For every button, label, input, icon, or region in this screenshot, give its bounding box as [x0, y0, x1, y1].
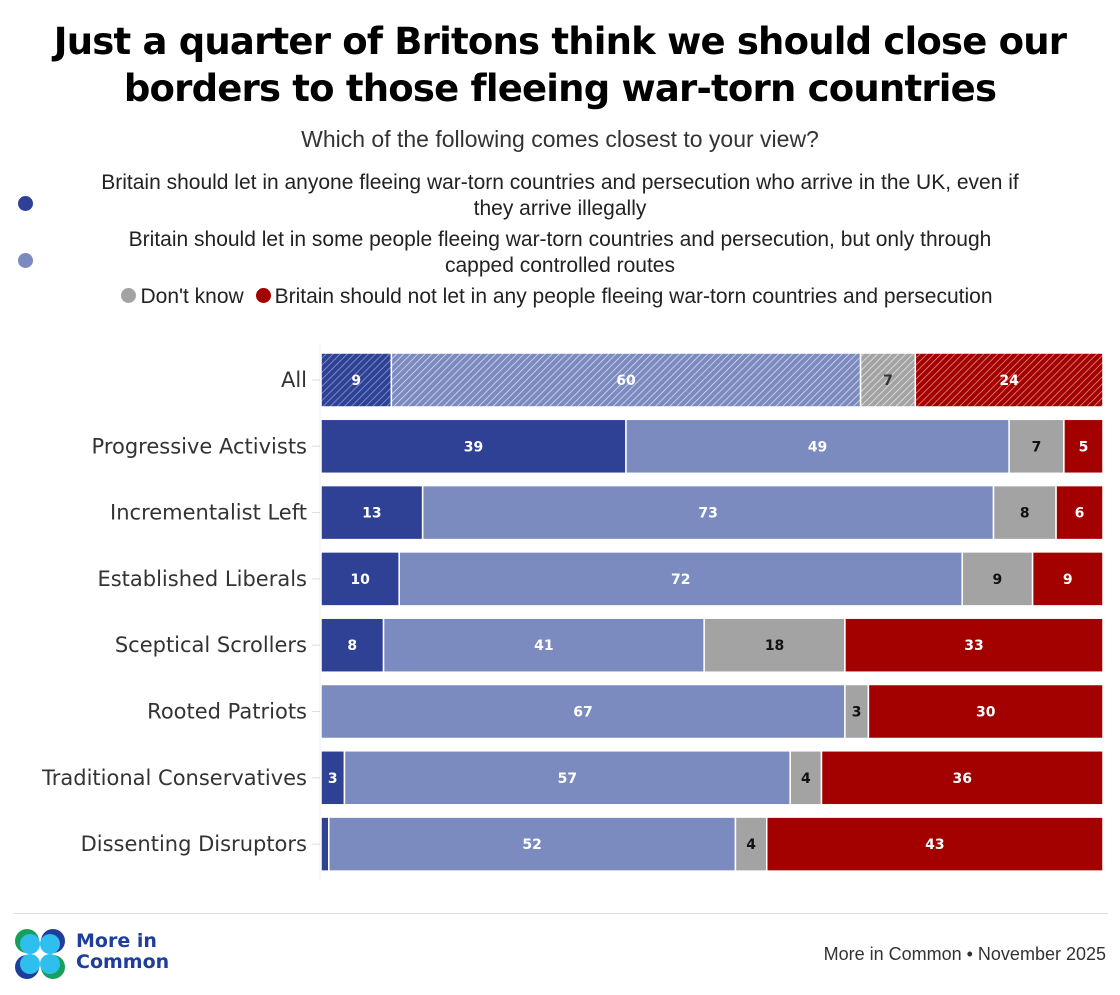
- bar-all-series-1: [390, 352, 862, 408]
- legend-inline-row: Don't know Britain should not let in any…: [10, 284, 1110, 310]
- legend-item-let-in-none: Britain should not let in any people fle…: [255, 285, 993, 308]
- data-label-traditional-conservatives-series-1: 57: [558, 771, 577, 787]
- bar-dissenting-disruptors-series-0: [320, 816, 330, 872]
- legend: Britain should let in anyone fleeing war…: [10, 170, 1110, 310]
- legend-item-let-in-anyone: Britain should let in anyone fleeing war…: [10, 170, 1110, 222]
- data-label-sceptical-scrollers-series-3: 33: [964, 638, 983, 654]
- logo-wordmark-line-1: More in: [76, 930, 157, 952]
- data-label-traditional-conservatives-series-0: 3: [328, 771, 338, 787]
- legend-label-let-in-none: Britain should not let in any people fle…: [274, 285, 993, 308]
- bar-established-liberals-series-3: [1031, 551, 1104, 607]
- data-label-sceptical-scrollers-series-1: 41: [534, 638, 553, 654]
- more-in-common-logo-icon: [15, 929, 65, 979]
- data-label-rooted-patriots-series-3: 30: [976, 705, 996, 721]
- bar-established-liberals-series-2: [961, 551, 1034, 607]
- category-label-incrementalist-left: Incrementalist Left: [110, 501, 307, 525]
- legend-label-capped-routes-line-1: Britain should let in some people fleein…: [128, 228, 992, 251]
- category-label-traditional-conservatives: Traditional Conservatives: [41, 766, 307, 790]
- title-line-2: borders to those fleeing war-torn countr…: [123, 67, 997, 110]
- bar-traditional-conservatives-series-1: [343, 750, 791, 806]
- data-label-established-liberals-series-3: 9: [1063, 572, 1073, 588]
- logo-wordmark: More in Common: [76, 931, 169, 973]
- data-label-established-liberals-series-0: 10: [350, 572, 370, 588]
- bar-sceptical-scrollers-series-1: [382, 617, 705, 673]
- category-label-established-liberals: Established Liberals: [97, 567, 307, 591]
- legend-label-dont-know: Don't know: [140, 285, 244, 308]
- bar-established-liberals-series-0: [320, 551, 400, 607]
- data-label-progressive-activists-series-1: 49: [808, 439, 827, 455]
- data-label-established-liberals-series-1: 72: [671, 572, 690, 588]
- source-credit: More in Common • November 2025: [823, 944, 1106, 964]
- legend-label-let-in-anyone-line-1: Britain should let in anyone fleeing war…: [101, 171, 1019, 194]
- bar-progressive-activists-series-3: [1063, 418, 1104, 475]
- bar-incrementalist-left-series-2: [992, 484, 1057, 541]
- legend-swatch-let-in-anyone: [18, 196, 33, 211]
- bar-dissenting-disruptors-series-2: [734, 816, 768, 872]
- bar-traditional-conservatives-series-3: [820, 750, 1104, 806]
- data-label-all-series-1: 60: [616, 373, 636, 389]
- category-label-sceptical-scrollers: Sceptical Scrollers: [115, 633, 307, 657]
- data-label-all-series-2: 7: [883, 373, 893, 389]
- legend-item-dont-know: Don't know: [121, 285, 249, 308]
- bar-progressive-activists-series-0: [320, 418, 627, 475]
- data-label-progressive-activists-series-0: 39: [464, 439, 483, 455]
- data-label-incrementalist-left-series-1: 73: [698, 506, 717, 522]
- bar-all-series-3: [914, 352, 1104, 408]
- category-label-dissenting-disruptors: Dissenting Disruptors: [81, 832, 307, 856]
- data-label-traditional-conservatives-series-2: 4: [801, 771, 811, 787]
- chart-subtitle: Which of the following comes closest to …: [301, 126, 819, 152]
- bar-incrementalist-left-series-3: [1055, 484, 1104, 541]
- bar-incrementalist-left-series-0: [320, 484, 424, 541]
- legend-swatch-let-in-none: [255, 287, 271, 303]
- logo-wordmark-line-2: Common: [76, 951, 170, 973]
- data-label-rooted-patriots-series-2: 3: [852, 705, 862, 721]
- data-label-established-liberals-series-2: 9: [993, 572, 1003, 588]
- chart-title: Just a quarter of Britons think we shoul…: [0, 18, 1120, 112]
- data-label-incrementalist-left-series-3: 6: [1075, 506, 1085, 522]
- bar-dissenting-disruptors-series-3: [765, 816, 1104, 872]
- data-label-all-series-0: 9: [351, 373, 361, 389]
- title-line-1: Just a quarter of Britons think we shoul…: [53, 20, 1067, 63]
- legend-label-let-in-anyone-line-2: they arrive illegally: [473, 197, 647, 220]
- bar-rooted-patriots-series-3: [867, 683, 1104, 740]
- legend-item-capped-routes: Britain should let in some people fleein…: [10, 227, 1110, 279]
- footer-divider: [14, 913, 1108, 914]
- bar-incrementalist-left-series-1: [421, 484, 995, 541]
- data-label-dissenting-disruptors-series-1: 52: [522, 837, 541, 853]
- data-label-rooted-patriots-series-1: 67: [573, 705, 592, 721]
- legend-swatch-capped-routes: [18, 253, 33, 268]
- data-label-incrementalist-left-series-0: 13: [362, 506, 381, 522]
- bar-all-series-2: [859, 352, 917, 408]
- data-label-all-series-3: 24: [999, 373, 1019, 389]
- data-label-progressive-activists-series-2: 7: [1032, 439, 1042, 455]
- bar-progressive-activists-series-1: [625, 418, 1010, 475]
- legend-swatch-dont-know: [121, 287, 137, 303]
- data-label-dissenting-disruptors-series-3: 43: [925, 837, 944, 853]
- category-label-all: All: [281, 368, 307, 392]
- bar-sceptical-scrollers-series-3: [844, 617, 1104, 673]
- bar-rooted-patriots-series-1: [320, 683, 846, 740]
- data-label-sceptical-scrollers-series-2: 18: [765, 638, 784, 654]
- bar-sceptical-scrollers-series-0: [320, 617, 385, 673]
- legend-label-capped-routes-line-2: capped controlled routes: [445, 254, 675, 277]
- data-label-traditional-conservatives-series-3: 36: [952, 771, 971, 787]
- data-label-dissenting-disruptors-series-2: 4: [746, 837, 756, 853]
- data-label-incrementalist-left-series-2: 8: [1020, 506, 1030, 522]
- data-label-sceptical-scrollers-series-0: 8: [347, 638, 357, 654]
- data-label-progressive-activists-series-3: 5: [1079, 439, 1089, 455]
- category-label-rooted-patriots: Rooted Patriots: [147, 700, 307, 724]
- category-label-progressive-activists: Progressive Activists: [92, 434, 307, 458]
